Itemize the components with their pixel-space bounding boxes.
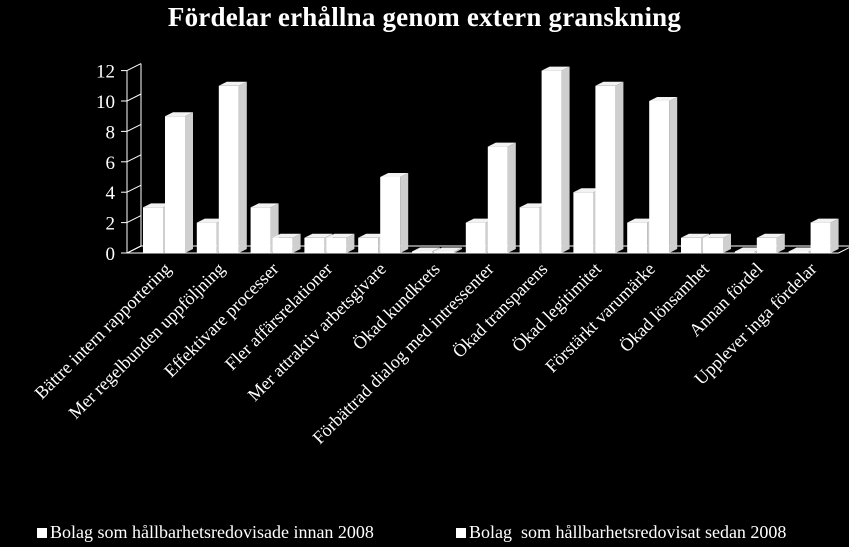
bar: [196, 222, 217, 253]
bar: [573, 192, 594, 253]
legend-item-since-2008: Bolag som hållbarhetsredovisat sedan 200…: [456, 522, 786, 543]
bar-top: [734, 247, 763, 252]
bar: [649, 101, 670, 253]
x-tick-label: Ökad transparens: [449, 259, 552, 362]
bar-top: [272, 233, 301, 238]
legend-swatch: [37, 527, 47, 538]
bar-top: [487, 142, 516, 147]
bar-top: [196, 218, 225, 223]
bar: [304, 237, 325, 253]
bar: [165, 116, 185, 253]
bar: [756, 237, 777, 253]
bar-top: [465, 218, 494, 223]
bar-side: [400, 173, 409, 253]
bar-top: [756, 233, 785, 238]
bar: [358, 237, 379, 253]
bar-top: [165, 112, 193, 117]
bar: [487, 146, 508, 253]
bar: [734, 251, 755, 253]
bar: [541, 70, 562, 253]
y-tick-label: 4: [106, 183, 116, 204]
bar-top: [788, 247, 817, 252]
y-tick-depth: [126, 154, 142, 163]
y-tick-label: 6: [106, 153, 116, 174]
y-tick-label: 0: [106, 244, 116, 265]
bar: [627, 222, 648, 253]
bar: [810, 222, 831, 253]
bar-top: [519, 203, 548, 208]
bar-side: [346, 233, 355, 253]
y-tick-label: 8: [106, 122, 116, 143]
bar-top: [218, 81, 247, 86]
chart-legend: Bolag som hållbarhetsredovisade innan 20…: [0, 522, 849, 546]
y-tick-label: 12: [96, 62, 115, 83]
bar-side: [723, 233, 731, 253]
bar-side: [776, 233, 785, 253]
bar-top: [681, 233, 709, 238]
bar-top: [250, 203, 279, 208]
bar-side: [185, 112, 193, 253]
bar-side: [238, 81, 247, 253]
y-tick-depth: [126, 215, 142, 224]
bar: [595, 85, 616, 253]
bar: [412, 251, 432, 253]
y-tick-depth: [126, 123, 142, 132]
bar: [703, 237, 723, 253]
bar-top: [304, 233, 333, 238]
bar-side: [615, 81, 624, 253]
y-tick-depth: [126, 93, 142, 102]
y-tick-depth: [126, 184, 142, 193]
bar: [434, 251, 454, 253]
bar-side: [830, 218, 839, 253]
bar: [788, 251, 809, 253]
legend-item-before-2008: Bolag som hållbarhetsredovisade innan 20…: [37, 522, 374, 543]
bar: [218, 85, 239, 253]
bar-top: [358, 233, 387, 238]
bar: [380, 177, 401, 253]
legend-label: Bolag som hållbarhetsredovisade innan 20…: [50, 522, 374, 542]
bar-top: [703, 233, 731, 238]
bar: [250, 207, 271, 253]
floor-right-edge: [838, 247, 849, 254]
bar: [465, 222, 486, 253]
bar-top: [573, 188, 602, 193]
bar-top: [649, 97, 678, 101]
legend-label: Bolag som hållbarhetsredovisat sedan 200…: [469, 522, 787, 542]
bar: [326, 237, 347, 253]
y-tick-label: 10: [96, 92, 115, 113]
y-tick-label: 2: [106, 214, 116, 235]
bar-top: [434, 247, 462, 252]
bar: [519, 207, 540, 253]
bar-top: [595, 81, 624, 86]
bar-top: [541, 66, 570, 71]
bar-side: [507, 142, 516, 253]
bar: [272, 237, 293, 253]
bar: [681, 237, 701, 253]
bar-side: [669, 97, 678, 253]
bar-top: [380, 173, 409, 177]
bar-side: [561, 66, 570, 253]
y-tick-depth: [126, 245, 142, 254]
bar-side: [292, 233, 301, 253]
bar-top: [627, 218, 656, 223]
bar-top: [412, 247, 440, 252]
legend-swatch: [456, 527, 466, 538]
bar-top: [810, 218, 839, 223]
y-tick-depth: [126, 63, 142, 72]
bar: [143, 207, 163, 253]
bar-top: [326, 233, 355, 238]
chart-title: Fördelar erhållna genom extern gransknin…: [167, 2, 682, 32]
bar-side: [454, 247, 462, 253]
bar-top: [143, 203, 171, 208]
